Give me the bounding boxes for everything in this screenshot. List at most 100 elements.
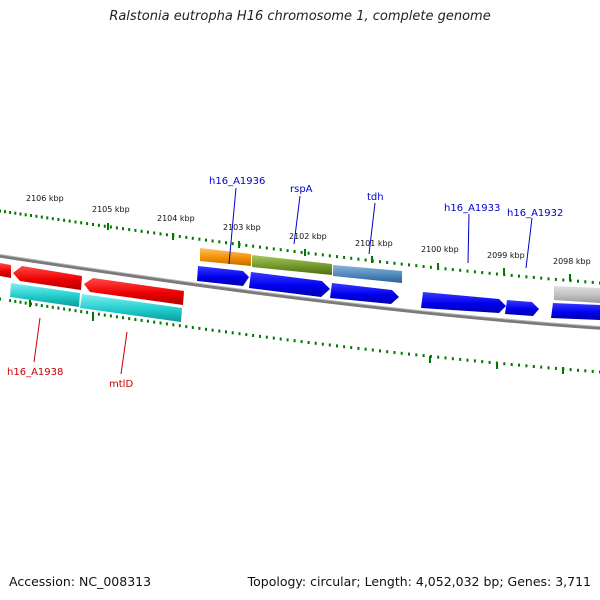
minor-tick [577, 279, 579, 283]
minor-tick [51, 305, 54, 309]
minor-tick [279, 248, 282, 252]
minor-tick [80, 221, 83, 225]
minor-tick [279, 337, 282, 341]
feature-grey[interactable] [554, 286, 600, 303]
minor-tick [97, 223, 100, 227]
backbone-line [0, 254, 600, 330]
minor-tick [554, 366, 557, 370]
minor-tick [357, 257, 360, 261]
outer-major-ticks [107, 223, 571, 281]
minor-tick [86, 310, 89, 314]
minor-tick [343, 345, 346, 349]
minor-tick [245, 243, 248, 247]
leader-line [293, 195, 301, 245]
minor-tick [532, 275, 535, 279]
leader-line [228, 187, 237, 265]
inner-major-ticks [29, 300, 564, 374]
minor-tick [429, 265, 432, 269]
minor-tick [321, 253, 324, 257]
feature-steel[interactable] [333, 265, 402, 283]
minor-tick [146, 230, 149, 234]
minor-tick [379, 349, 381, 353]
gene-arrow-h16_A1932[interactable] [505, 300, 539, 316]
gene-arrow-next[interactable] [551, 303, 600, 320]
accession-text: Accession: NC_008313 [9, 574, 152, 589]
gene-label-h16_A1933[interactable]: h16_A1933 [444, 203, 500, 214]
leader-line [33, 317, 41, 363]
minor-tick [343, 256, 346, 259]
minor-tick [46, 304, 49, 308]
minor-tick [393, 351, 396, 354]
minor-tick [307, 251, 310, 255]
minor-tick [9, 211, 12, 214]
minor-tick [495, 272, 498, 276]
gene-arrow-tdh[interactable] [330, 283, 399, 304]
minor-tick [30, 214, 32, 217]
minor-tick [379, 260, 381, 264]
minor-tick [481, 360, 484, 364]
minor-tick [466, 358, 469, 362]
feature-cyan-h16_A1938[interactable] [10, 283, 80, 307]
gene-label-mtlD[interactable]: mtlD [109, 379, 133, 390]
minor-tick [140, 229, 143, 233]
minor-tick [488, 360, 491, 364]
gene-arrow-red[interactable] [13, 266, 82, 290]
minor-tick [591, 280, 594, 284]
minor-tick [35, 303, 38, 307]
minor-tick [408, 263, 410, 267]
gene-arrow-h16_A1936[interactable] [197, 266, 249, 286]
minor-tick [415, 264, 418, 268]
leader-line [368, 202, 376, 255]
gene-label-tdh[interactable]: tdh [367, 192, 384, 203]
minor-tick [24, 213, 27, 217]
minor-tick [0, 209, 1, 213]
gene-arrow-mtlD[interactable] [84, 278, 184, 305]
minor-tick [103, 313, 106, 317]
minor-tick [185, 235, 188, 239]
minor-tick [293, 339, 296, 343]
minor-tick [153, 231, 156, 235]
minor-tick [259, 245, 261, 249]
minor-tick [40, 215, 43, 219]
feature-olive[interactable] [252, 255, 332, 275]
minor-tick [584, 369, 587, 373]
minor-tick [540, 365, 543, 369]
minor-tick [503, 362, 506, 366]
minor-tick [272, 247, 275, 251]
minor-tick [562, 278, 565, 282]
minor-tick [547, 366, 550, 370]
minor-tick [231, 242, 234, 246]
minor-tick [510, 363, 513, 366]
minor-tick [259, 334, 261, 338]
label-leaders [33, 187, 533, 375]
minor-tick [134, 318, 137, 321]
minor-tick [400, 351, 403, 355]
gene-arrow-red-partial[interactable] [0, 263, 11, 278]
minor-tick [134, 228, 137, 232]
gene-label-h16_A1938[interactable]: h16_A1938 [7, 367, 63, 378]
kbp-label: 2099 kbp [487, 251, 525, 260]
minor-tick [336, 344, 338, 348]
minor-tick [35, 214, 38, 218]
minor-tick [19, 212, 22, 216]
kbp-label: 2106 kbp [26, 194, 64, 203]
minor-tick [408, 352, 410, 356]
minor-tick [68, 219, 71, 223]
leader-line [120, 331, 128, 375]
gene-label-rspA[interactable]: rspA [290, 184, 313, 195]
minor-tick [245, 333, 248, 337]
minor-tick [314, 341, 317, 345]
minor-tick [328, 343, 331, 347]
gene-label-h16_A1932[interactable]: h16_A1932 [507, 208, 563, 219]
feature-orange[interactable] [200, 248, 251, 266]
minor-tick [328, 254, 331, 258]
minor-tick [554, 277, 557, 281]
gene-arrow-rspA[interactable] [249, 272, 330, 297]
gene-label-h16_A1936[interactable]: h16_A1936 [209, 176, 265, 187]
gene-arrow-h16_A1933[interactable] [421, 292, 506, 313]
minor-tick [364, 347, 367, 351]
feature-cyan-mtlD[interactable] [80, 294, 182, 322]
minor-tick [57, 218, 60, 221]
minor-tick [205, 327, 207, 331]
